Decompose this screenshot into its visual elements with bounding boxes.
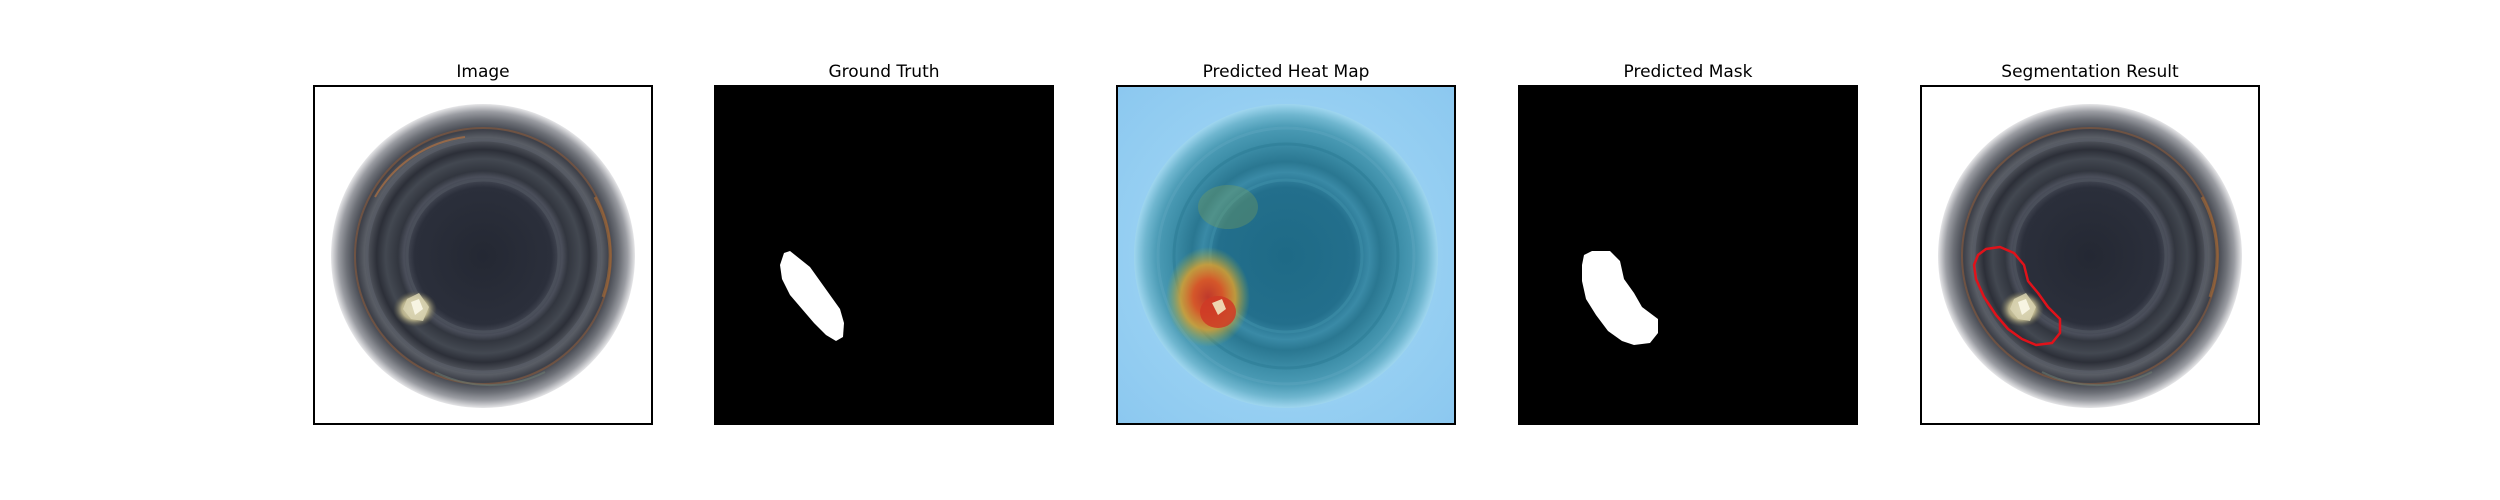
segmentation-frame [1920,85,2260,425]
predicted-mask [1520,87,1856,423]
panel-title: Predicted Mask [1623,62,1753,82]
heat-map-image [1118,87,1454,423]
ground-truth-frame [714,85,1054,425]
panel-title: Segmentation Result [2001,62,2179,82]
predicted-mask-frame [1518,85,1858,425]
image-frame [313,85,653,425]
heat-map-frame [1116,85,1456,425]
ground-truth-mask [716,87,1052,423]
panel-title: Ground Truth [828,62,940,82]
panel-title: Image [456,62,510,82]
segmentation-overlay [1922,87,2258,423]
segmentation-contour [1972,245,2062,347]
panel-title: Predicted Heat Map [1202,62,1370,82]
bottle-photo [315,87,651,423]
